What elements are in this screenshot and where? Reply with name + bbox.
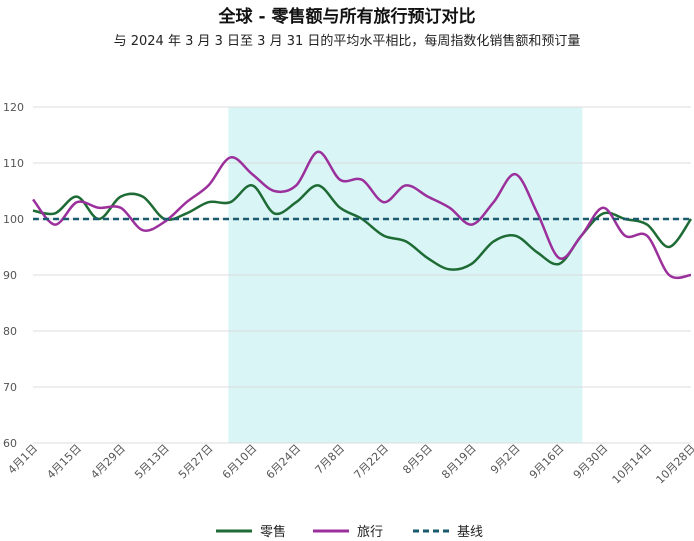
x-tick-label: 9月16日	[527, 442, 567, 482]
y-tick-label: 100	[3, 213, 24, 226]
chart-title: 全球 - 零售额与所有旅行预订对比	[218, 7, 476, 27]
y-tick-label: 80	[3, 325, 17, 338]
x-tick-label: 7月8日	[313, 442, 348, 477]
y-tick-label: 70	[3, 381, 17, 394]
x-tick-label: 10月14日	[610, 442, 655, 487]
x-tick-label: 5月13日	[132, 442, 172, 482]
legend-label-2: 基线	[457, 525, 483, 540]
legend-label-1: 旅行	[357, 525, 383, 540]
x-tick-label: 8月5日	[400, 442, 435, 477]
x-tick-label: 4月15日	[44, 442, 84, 482]
y-tick-label: 120	[3, 101, 24, 114]
series-line-1	[32, 150, 692, 280]
x-tick-label: 9月30日	[571, 442, 611, 482]
x-tick-label: 4月29日	[88, 442, 128, 482]
y-tick-label: 90	[3, 269, 17, 282]
x-tick-label: 6月24日	[264, 442, 304, 482]
y-tick-label: 60	[3, 437, 17, 450]
x-tick-label: 10月28日	[654, 442, 694, 487]
x-tick-label: 5月27日	[176, 442, 216, 482]
legend-label-0: 零售	[260, 524, 286, 540]
x-tick-label: 8月19日	[439, 442, 479, 482]
x-tick-label: 9月2日	[488, 442, 523, 477]
chart-subtitle: 与 2024 年 3 月 3 日至 3 月 31 日的平均水平相比，每周指数化销…	[113, 34, 581, 49]
x-tick-label: 7月22日	[351, 442, 391, 482]
y-tick-label: 110	[3, 157, 24, 170]
x-tick-label: 6月10日	[220, 442, 260, 482]
